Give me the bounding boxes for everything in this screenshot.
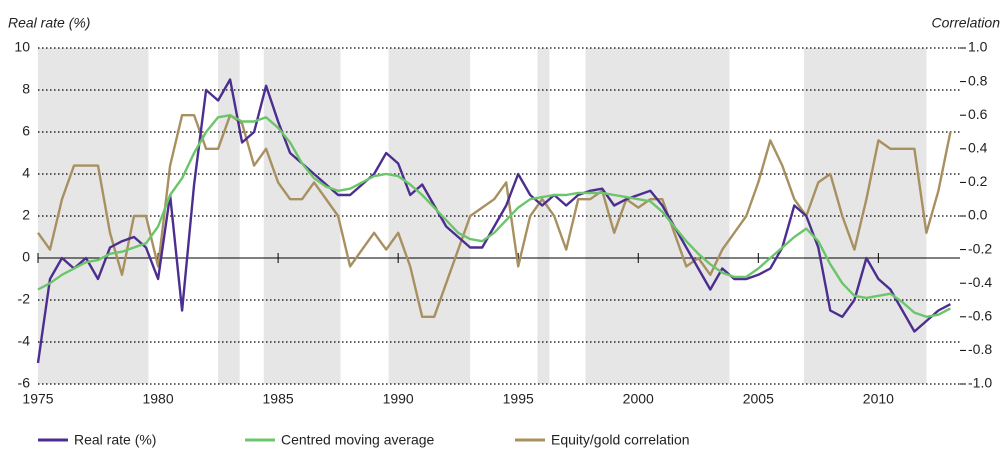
y2-tick-label: 0.0: [968, 207, 988, 223]
x-tick-label: 2010: [863, 391, 894, 407]
x-tick-label: 2005: [743, 391, 774, 407]
x-tick-label: 1980: [142, 391, 173, 407]
y2-tick-label: -0.2: [968, 240, 992, 256]
y-tick-label: 8: [22, 81, 30, 97]
y2-tick-label: 1.0: [968, 39, 988, 55]
y2-axis-label: Correlation: [932, 15, 1001, 31]
y2-tick-label: -1.0: [968, 375, 992, 391]
shaded-period: [218, 48, 240, 384]
series-line: [37, 114, 952, 318]
legend-label: Equity/gold correlation: [551, 432, 690, 448]
y2-tick-label: 0.4: [968, 140, 988, 156]
x-tick-label: 1975: [22, 391, 53, 407]
y2-tick-label: -0.8: [968, 341, 992, 357]
y-tick-label: 2: [22, 207, 30, 223]
y-tick-label: 10: [14, 39, 30, 55]
legend-label: Centred moving average: [281, 432, 435, 448]
y-tick-label: -6: [18, 375, 31, 391]
y2-tick-label: 0.6: [968, 106, 988, 122]
y2-tick-label: -0.6: [968, 308, 992, 324]
y2-tick-label: 0.8: [968, 72, 988, 88]
y-tick-label: -4: [18, 333, 31, 349]
y-tick-label: 6: [22, 123, 30, 139]
y-tick-label: -2: [18, 291, 31, 307]
legend-label: Real rate (%): [74, 432, 156, 448]
y2-tick-label: 0.2: [968, 173, 988, 189]
series-line: [37, 114, 951, 318]
y-tick-label: 0: [22, 249, 30, 265]
y-tick-label: 4: [22, 165, 30, 181]
x-tick-label: 2000: [623, 391, 654, 407]
x-tick-label: 1985: [263, 391, 294, 407]
shaded-period: [388, 48, 471, 384]
x-tick-label: 1995: [503, 391, 534, 407]
y-axis-label: Real rate (%): [8, 15, 90, 31]
y2-tick-label: -0.4: [968, 274, 992, 290]
x-tick-label: 1990: [383, 391, 414, 407]
shaded-period: [803, 48, 927, 384]
series-line: [36, 78, 951, 364]
